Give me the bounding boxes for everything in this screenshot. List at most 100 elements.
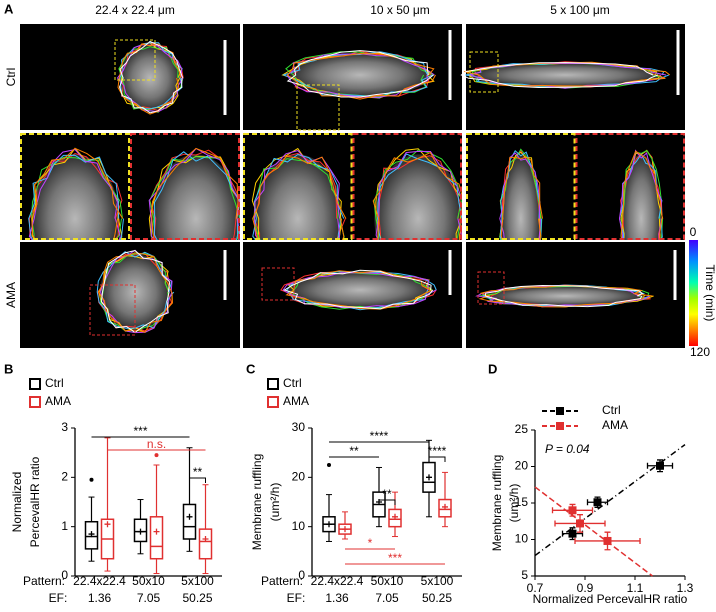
cell-outline — [478, 284, 653, 308]
significance-label: *** — [388, 551, 402, 565]
cell-body — [152, 154, 240, 240]
cell-image — [499, 148, 543, 240]
significance-label: n.s. — [147, 437, 166, 451]
cell-outline — [31, 147, 124, 240]
significance-label: ** — [382, 487, 392, 501]
cell-outline — [282, 272, 437, 309]
legend-swatch — [29, 378, 41, 390]
ef-label: 1.36 — [88, 591, 112, 605]
ef-label: 7.05 — [375, 591, 399, 605]
significance-label: ** — [193, 465, 203, 479]
cell-image — [116, 40, 184, 115]
roi-box — [469, 51, 499, 93]
x-tick-label: 5x100 — [421, 574, 454, 588]
cell-image — [28, 147, 124, 240]
cell-outline — [286, 53, 436, 100]
cell-outline — [116, 44, 184, 113]
y-tick-label: 1 — [61, 519, 68, 533]
legend-label: AMA — [283, 394, 309, 408]
y-tick-label: 20 — [515, 459, 529, 473]
cell-outline — [151, 147, 239, 240]
panel-label: D — [488, 361, 497, 376]
x-tick-label: 22.4x22.4 — [311, 574, 364, 588]
cell-outline — [620, 150, 663, 240]
colorbar-label: Time (min) — [703, 265, 716, 322]
cell-body — [485, 286, 645, 306]
cell-outline — [286, 50, 434, 98]
y-tick-label: 0 — [61, 568, 68, 582]
y-tick-label: 30 — [292, 420, 306, 434]
box — [182, 503, 197, 540]
point — [603, 536, 612, 545]
x-tick-label: 0.9 — [577, 581, 594, 595]
outlier — [154, 453, 159, 458]
x-tick-label: 50x10 — [132, 574, 165, 588]
legend-swatch — [29, 396, 41, 408]
mean-marker — [426, 474, 432, 481]
cell-outline — [283, 269, 434, 310]
ef-label: 50.25 — [182, 591, 212, 605]
y-tick-label: 10 — [515, 532, 529, 546]
zoom-frame — [352, 133, 462, 240]
mean-marker — [442, 503, 448, 510]
legend-swatch — [267, 396, 279, 408]
cell-body — [290, 53, 430, 97]
cell-outline — [148, 147, 240, 240]
x-tick-label: 1.1 — [627, 581, 644, 595]
x-tick-label: 1.3 — [677, 581, 694, 595]
cell-outline — [500, 156, 543, 240]
fit-line — [534, 486, 653, 577]
cell-outline — [99, 249, 173, 334]
cell-image — [251, 147, 347, 240]
category-row-label: Pattern: — [23, 574, 65, 588]
panel-label: A — [4, 1, 14, 16]
category-row-label: Pattern: — [261, 574, 303, 588]
y-tick-label: 10 — [292, 519, 306, 533]
significance-label: *** — [133, 424, 147, 438]
cell-outline — [148, 155, 240, 240]
cell-outline — [251, 147, 342, 240]
fit-line — [534, 443, 686, 557]
cell-image — [280, 269, 437, 311]
colorbar — [689, 240, 698, 346]
roi-box — [261, 267, 295, 301]
point — [656, 461, 664, 470]
legend-label: Ctrl — [45, 376, 64, 390]
cell-outline — [28, 152, 123, 240]
annotation: P = 0.04 — [545, 442, 590, 456]
zoom-frame — [243, 133, 353, 240]
legend-marker — [556, 407, 564, 415]
point — [568, 506, 577, 515]
significance-label: **** — [428, 444, 447, 458]
cell-outline — [484, 284, 644, 308]
y-tick-label: 3 — [61, 420, 68, 434]
mean-marker — [104, 521, 111, 528]
x-tick-label: 50x10 — [371, 574, 404, 588]
significance-bracket — [378, 499, 396, 505]
box — [198, 528, 213, 560]
panel-label: C — [246, 361, 256, 376]
cell-outline — [31, 147, 123, 240]
legend-label: Ctrl — [602, 403, 621, 417]
row-label: Ctrl — [4, 68, 18, 87]
x-tick-label: 5x100 — [181, 574, 214, 588]
y-tick-label: 20 — [292, 470, 306, 484]
y-axis-label: PercevalHR ratio — [28, 456, 42, 547]
point — [568, 529, 577, 538]
roi-box — [89, 284, 136, 336]
cell-outline — [97, 252, 173, 332]
cell-body — [374, 154, 462, 240]
x-tick-label: 0.7 — [527, 581, 544, 595]
roi-box — [114, 39, 156, 81]
legend-swatch — [267, 378, 279, 390]
mean-marker — [202, 536, 209, 542]
cell-outline — [460, 62, 658, 89]
cell-body — [253, 154, 342, 240]
y-tick-label: 5 — [521, 568, 528, 582]
cell-outline — [100, 250, 171, 334]
y-axis-label: Membrane ruffling — [250, 454, 264, 551]
legend-label: AMA — [45, 394, 71, 408]
mean-marker — [326, 521, 332, 528]
cell-outline — [373, 149, 462, 240]
